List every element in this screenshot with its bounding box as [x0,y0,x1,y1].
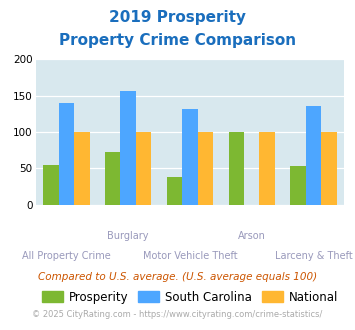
Bar [290,166,306,205]
Text: © 2025 CityRating.com - https://www.cityrating.com/crime-statistics/: © 2025 CityRating.com - https://www.city… [32,310,323,319]
Text: Burglary: Burglary [108,231,149,241]
Bar [105,151,120,205]
Bar [260,132,275,205]
Bar [59,103,74,205]
Bar [321,132,337,205]
Text: Property Crime Comparison: Property Crime Comparison [59,33,296,48]
Bar [43,165,59,205]
Bar [136,132,151,205]
Bar [182,110,198,205]
Bar [229,132,244,205]
Text: Larceny & Theft: Larceny & Theft [274,251,353,261]
Bar [167,177,182,205]
Text: 2019 Prosperity: 2019 Prosperity [109,10,246,25]
Text: Compared to U.S. average. (U.S. average equals 100): Compared to U.S. average. (U.S. average … [38,272,317,282]
Bar [306,106,321,205]
Bar [74,132,89,205]
Bar [198,132,213,205]
Text: Arson: Arson [238,231,266,241]
Text: All Property Crime: All Property Crime [22,251,111,261]
Bar [120,91,136,205]
Text: Motor Vehicle Theft: Motor Vehicle Theft [143,251,237,261]
Legend: Prosperity, South Carolina, National: Prosperity, South Carolina, National [37,286,343,309]
